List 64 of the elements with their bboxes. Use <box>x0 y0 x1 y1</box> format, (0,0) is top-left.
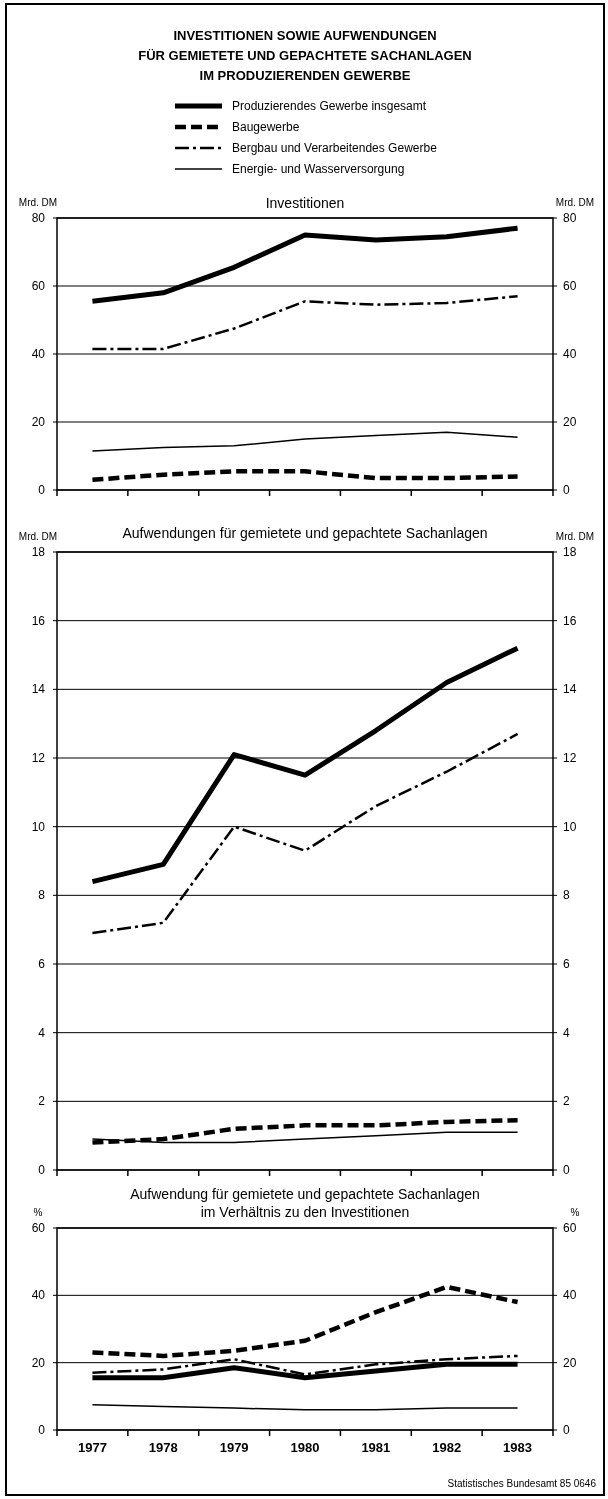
x-tick-label: 1977 <box>77 1440 107 1455</box>
y2-axis-title: Mrd. DM <box>555 531 595 542</box>
y2-tick-label: 2 <box>563 1094 570 1109</box>
y-tick-label: 18 <box>31 545 46 559</box>
y-tick-label: 12 <box>31 751 46 765</box>
y2-tick-label: 0 <box>563 1423 570 1437</box>
chart-subtitle: Investitionen <box>265 195 345 211</box>
y2-tick-label: 20 <box>563 415 577 429</box>
y2-axis-title: % <box>570 1207 580 1218</box>
x-tick-label: 1983 <box>503 1440 533 1455</box>
y2-tick-label: 60 <box>563 279 577 293</box>
y2-tick-label: 0 <box>563 483 570 497</box>
y-tick-label: 0 <box>38 1163 46 1177</box>
line-series <box>90 1117 520 1145</box>
y-tick-label: 20 <box>31 1355 46 1370</box>
y2-tick-label: 14 <box>563 682 577 697</box>
y2-tick-label: 0 <box>563 1163 570 1177</box>
y2-tick-label: 60 <box>563 1221 577 1235</box>
x-tick-label: 1980 <box>290 1440 320 1455</box>
y2-axis-title: Mrd. DM <box>555 197 595 208</box>
legend-label: Energie- und Wasserversorgung <box>232 162 405 176</box>
legend-label: Produzierendes Gewerbe insgesamt <box>232 99 427 113</box>
x-tick-label: 1979 <box>219 1440 249 1455</box>
y2-tick-label: 12 <box>563 751 577 765</box>
legend-label: Bergbau und Verarbeitendes Gewerbe <box>232 141 438 155</box>
y-tick-label: 60 <box>31 1221 46 1235</box>
line-series <box>91 294 519 351</box>
y2-tick-label: 16 <box>563 613 577 628</box>
y-tick-label: 4 <box>38 1025 46 1040</box>
y-tick-label: 80 <box>31 211 46 225</box>
y2-tick-label: 4 <box>563 1025 570 1040</box>
line-series <box>90 469 520 483</box>
x-tick-label: 1981 <box>361 1440 391 1455</box>
y2-tick-label: 40 <box>563 1288 577 1303</box>
chart-title: Aufwendung für gemietete und gepachtete Sachanlagen im Verhältnis zu den Investitionen <box>130 1186 480 1220</box>
y-tick-label: 0 <box>38 483 46 497</box>
y-tick-label: 40 <box>31 1288 46 1303</box>
chart-title: INVESTITIONEN SOWIE AUFWENDUNGEN FÜR GEMIETETE UND GEPACHTETE SACHANLAGEN IM PRODUZIERENDEN GEWERBE <box>138 28 472 83</box>
x-tick-label: 1982 <box>432 1440 462 1455</box>
y-axis-title: Mrd. DM <box>18 531 58 542</box>
y2-tick-label: 20 <box>563 1355 577 1370</box>
line-series <box>91 431 519 452</box>
y2-tick-label: 80 <box>563 211 577 225</box>
y2-tick-label: 40 <box>563 347 577 361</box>
y-tick-label: 2 <box>38 1094 46 1109</box>
y-tick-label: 14 <box>31 682 46 697</box>
y-tick-label: 0 <box>38 1423 46 1437</box>
y-axis-title: % <box>33 1207 43 1218</box>
y2-tick-label: 8 <box>563 888 570 903</box>
y-tick-label: 40 <box>31 347 46 361</box>
y2-tick-label: 10 <box>563 819 577 834</box>
y2-tick-label: 6 <box>563 957 570 971</box>
y-tick-label: 10 <box>31 819 46 834</box>
y-tick-label: 6 <box>38 957 46 971</box>
y2-tick-label: 18 <box>563 545 577 559</box>
text: Statistisches Bundesamt 85 0646 <box>447 1478 597 1489</box>
y-tick-label: 60 <box>31 279 46 293</box>
y-tick-label: 16 <box>31 613 46 628</box>
y-tick-label: 20 <box>31 415 46 429</box>
chart-title: Aufwendungen für gemietete und gepachtete Sachanlagen <box>122 525 488 541</box>
y-tick-label: 8 <box>38 888 46 903</box>
legend-label: Baugewerbe <box>232 120 300 134</box>
y-axis-title: Mrd. DM <box>18 197 58 208</box>
x-tick-label: 1978 <box>148 1440 178 1455</box>
